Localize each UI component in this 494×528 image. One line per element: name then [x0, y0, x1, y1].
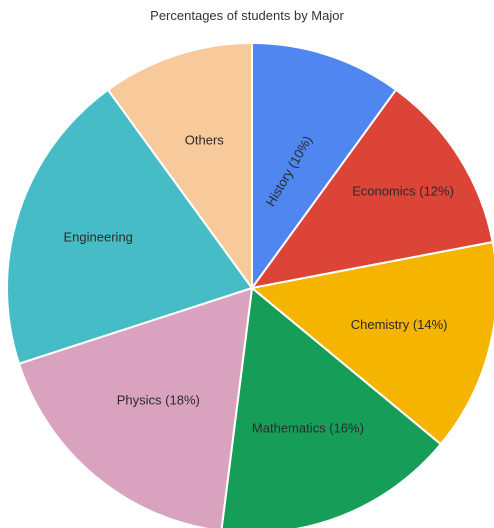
- slice-label-economics: Economics (12%): [352, 184, 454, 199]
- pie-slice-mathematics: [220, 286, 443, 528]
- pie-slice-physics: [17, 286, 254, 528]
- chart-title: Percentages of students by Major: [150, 8, 344, 23]
- pie-slice-history: [251, 41, 398, 292]
- slice-label-physics: Physics (18%): [117, 393, 200, 408]
- pie-slice-others: [106, 41, 253, 292]
- slice-label-others: Others: [185, 133, 225, 148]
- pie-slice-chemistry: [249, 240, 494, 446]
- slice-label-mathematics: Mathematics (16%): [252, 421, 364, 436]
- pie-slices: [6, 41, 494, 528]
- slice-label-chemistry: Chemistry (14%): [351, 317, 448, 332]
- pie-slice-economics: [249, 88, 494, 290]
- pie-slice-engineering: [6, 88, 254, 365]
- slice-label-engineering: Engineering: [64, 229, 133, 244]
